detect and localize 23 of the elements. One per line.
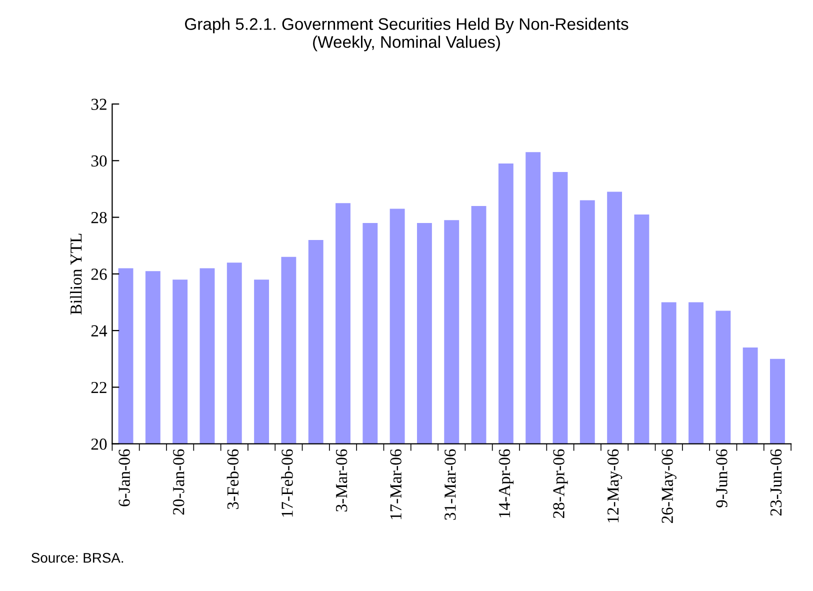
x-tick-label: 26-May-06 [662,449,676,523]
y-axis-title: Billion YTL [70,234,82,315]
y-tick-label: 20 [91,438,107,450]
x-tick-label: 3-Feb-06 [226,449,239,510]
y-tick-label: 30 [91,155,107,167]
x-tick-label: 12-May-06 [607,449,622,522]
y-tick-label: 32 [91,98,106,110]
y-tick-label: 24 [91,325,108,336]
x-tick-label: 6-Jan-06 [118,449,130,506]
y-tick-label: 22 [91,382,106,393]
x-tick-label: 31-Mar-06 [444,449,456,520]
y-tick-label: 26 [91,268,107,280]
x-tick-label: 17-Feb-06 [281,449,293,517]
x-tick-label: 28-Apr-06 [553,449,568,518]
x-tick-label: 3-Mar-06 [336,449,348,512]
y-tick-label: 28 [91,212,107,224]
x-tick-label: 9-Jun-06 [716,449,728,508]
x-tick-label: 20-Jan-06 [173,449,184,515]
chart-title: Graph 5.2.1. Government Securities Held By Non-Residents (Weekly, Nominal Values) [185,18,628,52]
x-tick-label: 14-Apr-06 [498,449,514,518]
x-tick-label: 23-Jun-06 [770,449,782,516]
source-note: Source: BRSA. [32,552,124,563]
x-tick-label: 17-Mar-06 [390,449,402,520]
